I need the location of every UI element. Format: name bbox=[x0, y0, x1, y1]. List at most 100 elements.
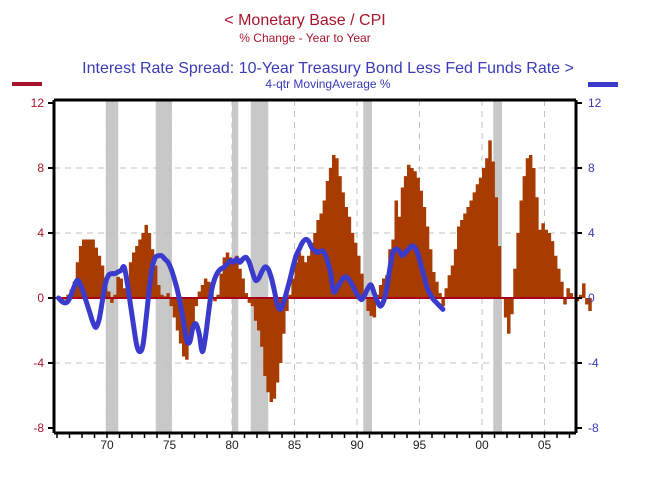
bar bbox=[566, 288, 570, 298]
bar bbox=[510, 298, 514, 315]
x-tick-label: 05 bbox=[538, 438, 552, 452]
bar bbox=[216, 294, 220, 298]
bar bbox=[119, 278, 124, 298]
left-tick-label: 0 bbox=[37, 291, 44, 305]
bar bbox=[575, 298, 580, 302]
bar bbox=[191, 298, 195, 324]
bar bbox=[413, 171, 417, 298]
bar bbox=[269, 298, 274, 402]
bar bbox=[360, 273, 364, 298]
bar bbox=[135, 246, 139, 298]
bar bbox=[335, 158, 339, 298]
left-series-subtitle: % Change - Year to Year bbox=[239, 31, 371, 45]
bar bbox=[319, 213, 324, 298]
bar bbox=[128, 262, 133, 298]
left-tick-label: -4 bbox=[33, 356, 44, 370]
left-legend-swatch bbox=[12, 82, 42, 86]
x-tick-label: 75 bbox=[163, 438, 177, 452]
bar bbox=[525, 158, 530, 298]
bar bbox=[528, 155, 533, 298]
bar bbox=[278, 298, 283, 363]
right-tick-label: -8 bbox=[588, 421, 599, 435]
bar bbox=[475, 184, 480, 298]
bar bbox=[491, 161, 495, 298]
bar bbox=[435, 281, 439, 298]
bar bbox=[235, 255, 239, 298]
bar bbox=[410, 168, 414, 298]
x-tick-label: 70 bbox=[100, 438, 114, 452]
x-tick-label: 85 bbox=[288, 438, 302, 452]
bar bbox=[241, 278, 245, 298]
bar bbox=[110, 298, 114, 303]
bar bbox=[432, 272, 436, 298]
bar bbox=[541, 223, 545, 298]
right-tick-label: 12 bbox=[588, 96, 602, 110]
right-tick-label: 8 bbox=[588, 161, 595, 175]
bar bbox=[366, 298, 370, 311]
bar bbox=[582, 283, 586, 298]
bar bbox=[157, 285, 161, 298]
bar bbox=[482, 168, 486, 298]
bar bbox=[472, 192, 477, 298]
bar bbox=[407, 164, 411, 298]
bar bbox=[294, 262, 299, 298]
bar bbox=[232, 263, 236, 298]
bar bbox=[588, 298, 592, 311]
left-series-title: < Monetary Base / CPI bbox=[224, 12, 386, 29]
bar bbox=[285, 298, 289, 311]
bar bbox=[444, 288, 449, 298]
bar bbox=[460, 220, 464, 298]
bar bbox=[513, 268, 517, 298]
bar bbox=[378, 285, 383, 298]
bar bbox=[188, 298, 192, 341]
bar bbox=[453, 249, 458, 298]
x-tick-label: 80 bbox=[225, 438, 239, 452]
bar bbox=[578, 294, 583, 298]
right-tick-label: 0 bbox=[588, 291, 595, 305]
spread-line-group bbox=[56, 236, 446, 355]
bar bbox=[457, 226, 461, 298]
bar bbox=[438, 293, 442, 298]
bar bbox=[288, 294, 292, 298]
bar bbox=[425, 226, 430, 298]
recession-band bbox=[363, 101, 372, 432]
bar bbox=[516, 233, 520, 298]
left-tick-label: -8 bbox=[33, 421, 44, 435]
bar bbox=[141, 233, 145, 298]
bar bbox=[197, 291, 202, 298]
bar bbox=[138, 239, 142, 298]
bar bbox=[463, 213, 467, 298]
right-legend-swatch bbox=[588, 82, 618, 87]
bar bbox=[78, 246, 83, 298]
bar bbox=[338, 176, 342, 298]
bar bbox=[275, 298, 280, 383]
bar bbox=[228, 257, 233, 298]
bar bbox=[194, 298, 199, 307]
bar bbox=[297, 252, 302, 298]
bar bbox=[563, 298, 567, 305]
bar bbox=[82, 239, 86, 298]
bar bbox=[147, 233, 152, 298]
bar bbox=[203, 278, 208, 298]
bar bbox=[257, 298, 261, 331]
bar bbox=[369, 298, 374, 316]
bar bbox=[341, 192, 345, 298]
bar bbox=[416, 177, 420, 298]
bar bbox=[97, 255, 102, 298]
right-axis-labels: 12 8 4 0 -4 -8 bbox=[588, 96, 602, 435]
bar bbox=[350, 233, 355, 298]
bar bbox=[244, 293, 249, 298]
bar bbox=[113, 294, 117, 298]
bar bbox=[391, 239, 395, 298]
bar bbox=[535, 197, 539, 298]
bar bbox=[357, 255, 361, 298]
bar bbox=[107, 291, 111, 298]
bar bbox=[300, 255, 305, 298]
axes bbox=[48, 98, 582, 438]
bar bbox=[400, 187, 405, 298]
bar bbox=[247, 298, 252, 303]
bar bbox=[557, 268, 561, 298]
bar bbox=[544, 229, 549, 298]
bar bbox=[207, 281, 211, 298]
bar bbox=[466, 207, 470, 298]
